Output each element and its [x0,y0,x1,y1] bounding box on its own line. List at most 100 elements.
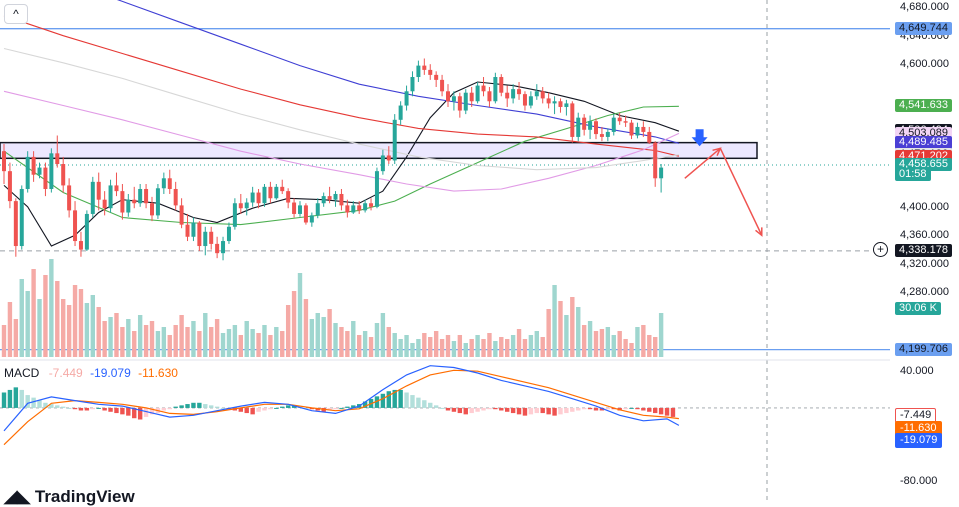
volume-bar [232,325,238,357]
candle-body [653,142,658,179]
price-label: 4,541.633 [895,99,952,113]
volume-bar [611,335,616,357]
macd-histogram-bar [481,407,486,411]
macd-histogram-bar [161,407,167,411]
volume-bar [528,335,534,357]
volume-bar [599,329,605,357]
volume-bar [167,335,172,357]
macd-histogram-bar [641,407,646,411]
candle-body [546,98,551,104]
macd-histogram-bar [256,407,261,412]
candle-body [73,210,78,242]
price-tick: 4,600.000 [900,58,949,71]
macd-histogram-bar [280,406,285,408]
macd-histogram-bar [25,395,30,408]
candle-body [126,199,131,213]
ema-line [3,47,679,171]
volume-bar [49,259,54,357]
volume-bar [653,337,658,357]
candle-body [108,185,113,209]
volume-bar [191,321,196,357]
candle-body [570,103,575,137]
macd-histogram-bar [238,407,243,412]
macd-histogram-bar [126,407,131,416]
macd-histogram-bar [351,405,356,408]
candle-body [244,202,249,209]
volume-bar [280,331,285,357]
candle-body [31,156,36,175]
volume-bar [564,315,569,357]
macd-histogram-bar [374,396,380,408]
macd-histogram-bar [102,407,107,411]
volume-bar [428,337,433,357]
macd-histogram-bar [647,407,652,412]
candle-body [552,101,557,104]
ema-line [3,15,680,157]
volume-bar [416,339,421,357]
macd-histogram-bar [37,400,42,408]
collapse-button[interactable]: ^ [4,4,28,24]
macd-histogram-bar [386,391,391,408]
macd-histogram-bar [137,407,143,420]
macd-histogram-bar [114,407,119,414]
volume-bar [297,273,303,357]
volume-bar [114,313,119,357]
candle-body [286,191,291,203]
macd-histogram-bar [493,407,498,410]
volume-bar [61,299,66,357]
candle-body [298,205,302,214]
candle-body [511,89,516,99]
macd-histogram-bar [653,407,658,414]
candle-body [43,167,48,189]
macd-histogram-bar [173,406,178,408]
volume-bar [37,299,42,357]
macd-histogram-bar [203,404,208,408]
macd-histogram-bar [7,389,13,408]
macd-histogram-bar [72,407,78,410]
macd-histogram-bar [540,407,545,414]
candle-body [13,201,18,247]
candle-body [635,126,640,136]
volume-bar [380,313,386,357]
macd-histogram-bar [522,407,528,416]
add-alert-icon[interactable]: + [873,242,888,257]
volume-bar [487,333,492,357]
candle-body [303,205,308,223]
candle-body [19,188,24,247]
macd-histogram-bar [439,407,445,409]
macd-histogram-value: -7.449 [48,366,83,380]
candle-body [499,77,504,93]
volume-bar [629,343,634,357]
volume-bar [451,341,457,357]
volume-bar [209,327,214,357]
volume-bar [576,307,581,357]
candle-body [161,178,166,189]
volume-bar [31,269,36,357]
price-tick: 4,360.000 [900,229,949,242]
volume-bar [641,325,646,357]
macd-histogram-bar [469,407,474,414]
macd-histogram-bar [581,407,587,410]
macd-histogram-bar [327,407,332,411]
macd-histogram-bar [1,392,7,408]
macd-histogram-bar [303,407,309,409]
candle-body [647,131,652,143]
macd-histogram-bar [445,407,451,411]
macd-histogram-bar [108,407,113,412]
macd-legend: MACD -7.449 -19.079 -11.630 [4,366,178,380]
candle-body [274,186,279,199]
tradingview-logo-icon: ◢◣ [4,487,35,506]
macd-histogram-bar [268,407,273,410]
macd-histogram-bar [185,404,190,408]
volume-bar [155,331,161,357]
candle-body [215,243,220,254]
candle-body [517,89,522,95]
macd-histogram-bar [422,400,427,408]
price-label: 4,489.485 [895,136,952,150]
macd-histogram-bar [250,407,255,415]
candle-body [481,85,486,92]
candle-body [380,155,385,172]
macd-histogram-bar [262,407,267,411]
candle-body [404,91,409,106]
